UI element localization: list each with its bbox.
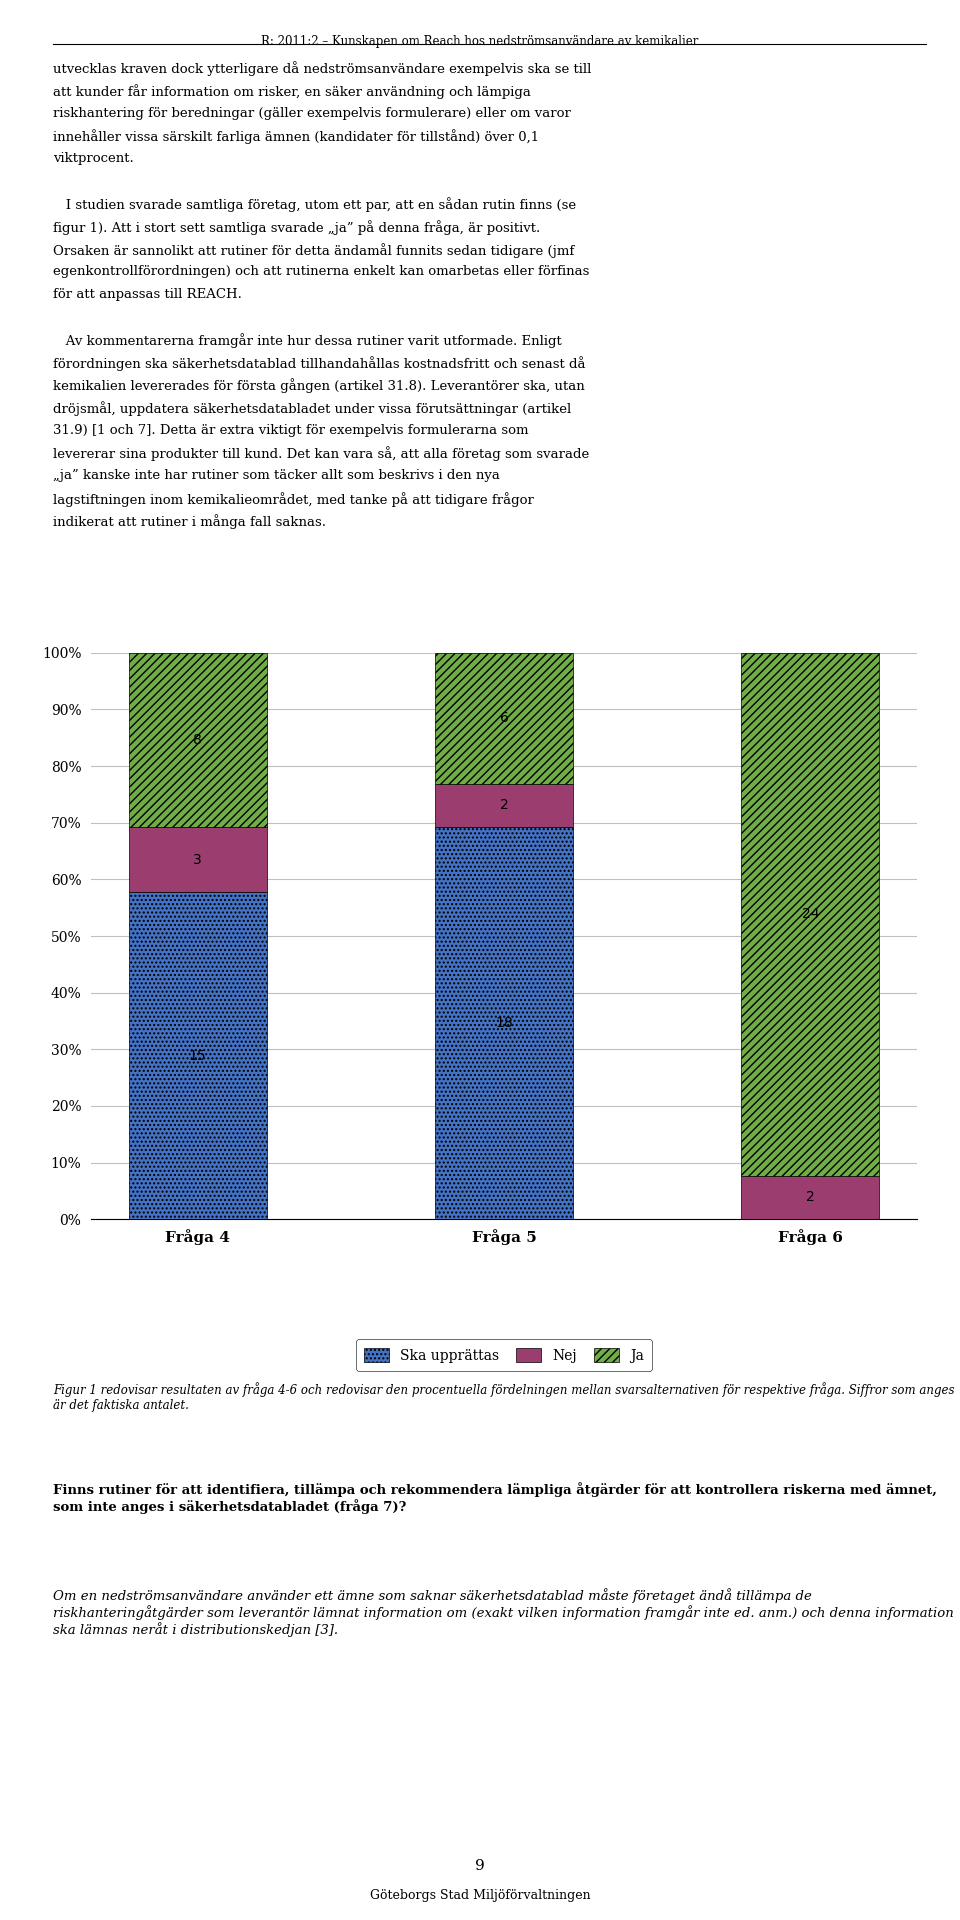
Bar xyxy=(741,653,879,1175)
Text: 6: 6 xyxy=(499,710,509,726)
Bar xyxy=(741,1175,879,1219)
Text: 2: 2 xyxy=(806,1190,815,1204)
Text: lagstiftningen inom kemikalieområdet, med tanke på att tidigare frågor: lagstiftningen inom kemikalieområdet, me… xyxy=(53,492,534,507)
Text: Figur 1 redovisar resultaten av fråga 4-6 och redovisar den procentuella fördeln: Figur 1 redovisar resultaten av fråga 4-… xyxy=(53,1382,954,1413)
Text: att kunder får information om risker, en säker användning och lämpiga: att kunder får information om risker, en… xyxy=(53,84,531,100)
Text: Finns rutiner för att identifiera, tillämpa och rekommendera lämpliga åtgärder f: Finns rutiner för att identifiera, tillä… xyxy=(53,1482,937,1515)
Text: figur 1). Att i stort sett samtliga svarade „ja” på denna fråga, är positivt.: figur 1). Att i stort sett samtliga svar… xyxy=(53,221,540,234)
Text: kemikalien levererades för första gången (artikel 31.8). Leverantörer ska, utan: kemikalien levererades för första gången… xyxy=(53,378,585,394)
Text: „ja” kanske inte har rutiner som täcker allt som beskrivs i den nya: „ja” kanske inte har rutiner som täcker … xyxy=(53,468,499,482)
Text: 18: 18 xyxy=(495,1016,513,1031)
Text: indikerat att rutiner i många fall saknas.: indikerat att rutiner i många fall sakna… xyxy=(53,515,325,530)
Text: Orsaken är sannolikt att rutiner för detta ändamål funnits sedan tidigare (jmf: Orsaken är sannolikt att rutiner för det… xyxy=(53,242,574,257)
Text: Om en nedströmsanvändare använder ett ämne som saknar säkerhetsdatablad måste fö: Om en nedströmsanvändare använder ett äm… xyxy=(53,1588,953,1638)
Text: 9: 9 xyxy=(475,1859,485,1874)
Text: 3: 3 xyxy=(193,852,202,866)
Text: levererar sina produkter till kund. Det kan vara så, att alla företag som svarad: levererar sina produkter till kund. Det … xyxy=(53,447,589,461)
Bar xyxy=(129,653,267,828)
Text: 15: 15 xyxy=(189,1048,206,1064)
Text: för att anpassas till REACH.: för att anpassas till REACH. xyxy=(53,288,242,301)
Text: riskhantering för beredningar (gäller exempelvis formulerare) eller om varor: riskhantering för beredningar (gäller ex… xyxy=(53,108,570,119)
Text: förordningen ska säkerhetsdatablad tillhandahållas kostnadsfritt och senast då: förordningen ska säkerhetsdatablad tillh… xyxy=(53,355,586,371)
Bar xyxy=(435,653,573,783)
Bar xyxy=(435,828,573,1219)
Text: 31.9) [1 och 7]. Detta är extra viktigt för exempelvis formulerarna som: 31.9) [1 och 7]. Detta är extra viktigt … xyxy=(53,424,528,438)
Text: 24: 24 xyxy=(802,908,819,922)
Text: R: 2011:2 – Kunskapen om Reach hos nedströmsanvändare av kemikalier: R: 2011:2 – Kunskapen om Reach hos nedst… xyxy=(261,35,699,48)
Bar xyxy=(435,783,573,828)
Text: Av kommentarerna framgår inte hur dessa rutiner varit utformade. Enligt: Av kommentarerna framgår inte hur dessa … xyxy=(53,334,562,348)
Legend: Ska upprättas, Nej, Ja: Ska upprättas, Nej, Ja xyxy=(356,1340,652,1371)
Bar xyxy=(129,828,267,893)
Text: innehåller vissa särskilt farliga ämnen (kandidater för tillstånd) över 0,1: innehåller vissa särskilt farliga ämnen … xyxy=(53,129,539,144)
Text: 8: 8 xyxy=(193,733,203,747)
Text: egenkontrollförordningen) och att rutinerna enkelt kan omarbetas eller förfinas: egenkontrollförordningen) och att rutine… xyxy=(53,265,589,278)
Text: viktprocent.: viktprocent. xyxy=(53,152,133,165)
Bar xyxy=(129,893,267,1219)
Text: Göteborgs Stad Miljöförvaltningen: Göteborgs Stad Miljöförvaltningen xyxy=(370,1889,590,1901)
Text: dröjsmål, uppdatera säkerhetsdatabladet under vissa förutsättningar (artikel: dröjsmål, uppdatera säkerhetsdatabladet … xyxy=(53,401,571,417)
Text: I studien svarade samtliga företag, utom ett par, att en sådan rutin finns (se: I studien svarade samtliga företag, utom… xyxy=(53,198,576,213)
Text: utvecklas kraven dock ytterligare då nedströmsanvändare exempelvis ska se till: utvecklas kraven dock ytterligare då ned… xyxy=(53,61,591,77)
Text: 2: 2 xyxy=(499,799,509,812)
